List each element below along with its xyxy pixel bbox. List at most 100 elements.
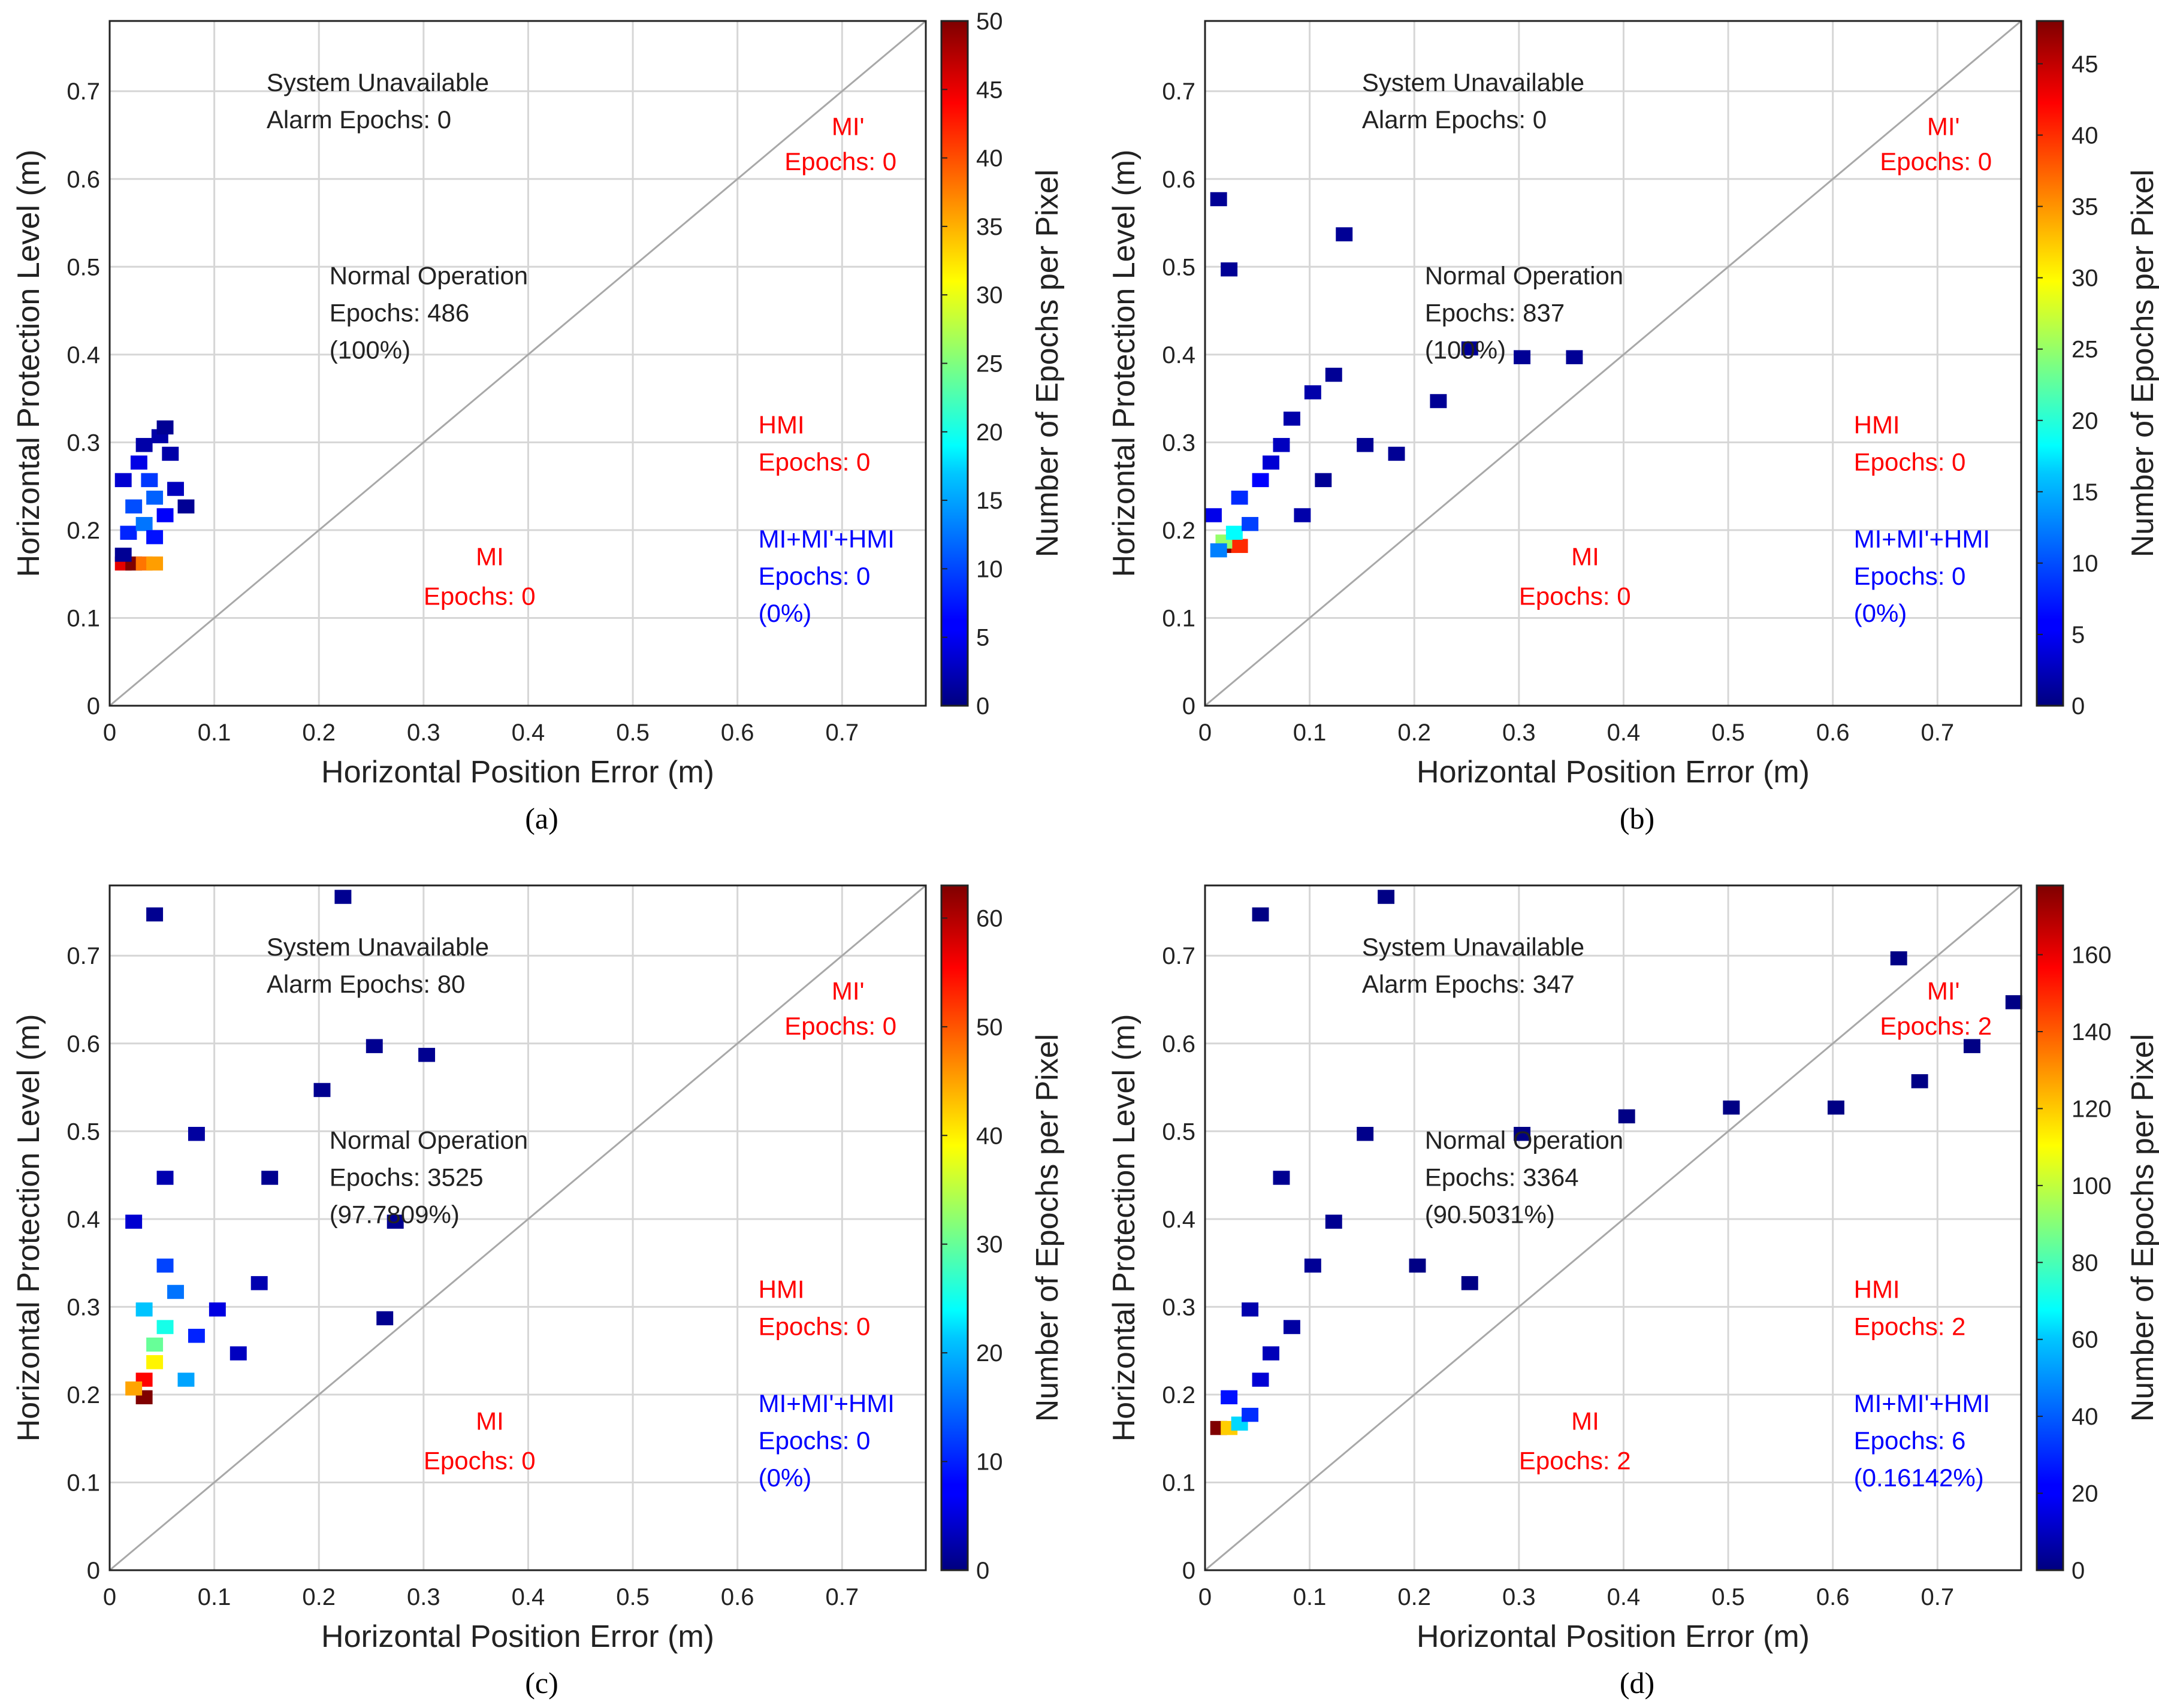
heatmap-cell bbox=[230, 1346, 247, 1361]
heatmap-cell bbox=[1514, 350, 1531, 364]
x-tick-label: 0.6 bbox=[721, 720, 754, 746]
colorbar-tick-label: 45 bbox=[976, 77, 1003, 103]
colorbar-tick-label: 30 bbox=[976, 282, 1003, 309]
y-axis-label: Horizontal Protection Level (m) bbox=[11, 1014, 46, 1442]
y-tick-label: 0.6 bbox=[67, 167, 100, 193]
heatmap-cell bbox=[135, 516, 153, 531]
x-tick-label: 0.7 bbox=[826, 720, 859, 746]
heatmap-cell bbox=[1514, 1126, 1531, 1141]
colorbar-tick-label: 15 bbox=[976, 488, 1003, 514]
heatmap-cell bbox=[156, 1320, 174, 1334]
heatmap-cell bbox=[167, 1284, 184, 1299]
y-tick-label: 0 bbox=[1182, 693, 1195, 720]
colorbar-tick-label: 40 bbox=[976, 1123, 1003, 1149]
y-tick-label: 0.3 bbox=[67, 430, 100, 456]
x-tick-label: 0.5 bbox=[1711, 720, 1745, 746]
region-mi-epochs: Epochs: 0 bbox=[1519, 582, 1631, 610]
region-hmi-epochs: Epochs: 0 bbox=[759, 1313, 871, 1341]
diagonal-line bbox=[109, 20, 926, 707]
x-tick-label: 0.1 bbox=[1293, 1584, 1327, 1610]
region-total-title: MI+MI'+HMI bbox=[1854, 1389, 1990, 1417]
heatmap-cell bbox=[1461, 341, 1478, 356]
y-tick-label: 0.4 bbox=[67, 1207, 100, 1233]
region-mi-title-title: MI bbox=[1571, 543, 1599, 571]
x-tick-label: 0.2 bbox=[1397, 1584, 1431, 1610]
x-tick-label: 0.7 bbox=[1921, 720, 1955, 746]
y-tick-label: 0.2 bbox=[67, 1382, 100, 1408]
diagonal-line bbox=[109, 884, 926, 1571]
heatmap-cell bbox=[1325, 1214, 1342, 1229]
heatmap-cell bbox=[386, 1214, 404, 1229]
x-tick-label: 0.3 bbox=[1502, 1584, 1536, 1610]
region-unavailable-epochs: Alarm Epochs: 347 bbox=[1362, 970, 1575, 998]
x-tick-label: 0.3 bbox=[407, 1584, 440, 1610]
region-total-title: MI+MI'+HMI bbox=[759, 1389, 895, 1417]
colorbar-tick-label: 15 bbox=[2072, 479, 2098, 506]
region-normal-title: Normal Operation bbox=[1425, 1126, 1623, 1154]
region-total-title: MI+MI'+HMI bbox=[1854, 525, 1990, 553]
colorbar-tick-label: 40 bbox=[2072, 1404, 2098, 1430]
x-axis-label: Horizontal Position Error (m) bbox=[1417, 755, 1810, 790]
x-tick-label: 0.7 bbox=[1921, 1584, 1955, 1610]
chart-panel-b: 0 0.1 0.2 0.3 0.4 0.5 0.6 0.7 0 0.1 0.2 0.3 0.4 0.5 0.… bbox=[1107, 20, 2159, 835]
colorbar-tick-label: 25 bbox=[976, 351, 1003, 377]
diagonal-line bbox=[1204, 20, 2022, 707]
heatmap-cell bbox=[209, 1302, 226, 1317]
x-tick-label: 0.4 bbox=[1607, 1584, 1641, 1610]
colorbar-tick-label: 0 bbox=[2072, 1558, 2085, 1584]
heatmap-cell bbox=[1242, 516, 1259, 531]
colorbar-label: Number of Epochs per Pixel bbox=[2125, 170, 2159, 557]
region-hmi-epochs: Epochs: 0 bbox=[1854, 448, 1966, 476]
heatmap-cell bbox=[1225, 525, 1243, 540]
region-mi-prime-epochs: Epochs: 0 bbox=[1880, 147, 1992, 176]
x-tick-label: 0.1 bbox=[1293, 720, 1327, 746]
heatmap-cell bbox=[1210, 543, 1227, 558]
y-tick-label: 0.3 bbox=[1162, 1294, 1195, 1320]
axes-box bbox=[108, 20, 927, 707]
heatmap-cell bbox=[146, 556, 164, 571]
heatmap-cell bbox=[1315, 473, 1332, 488]
y-tick-label: 0.5 bbox=[67, 254, 100, 280]
heatmap-cell bbox=[1273, 438, 1290, 452]
region-unavailable-epochs: Alarm Epochs: 80 bbox=[267, 970, 466, 998]
colorbar-tick-label: 30 bbox=[976, 1232, 1003, 1258]
heatmap-cell bbox=[366, 1039, 383, 1053]
heatmap-cell bbox=[1273, 1171, 1290, 1185]
heatmap-cell bbox=[177, 499, 195, 514]
heatmap-cell bbox=[1283, 1320, 1300, 1334]
colorbar-tick-label: 0 bbox=[976, 693, 989, 720]
x-tick-label: 0.4 bbox=[512, 720, 545, 746]
heatmap-cell bbox=[125, 499, 143, 514]
y-tick-label: 0.1 bbox=[67, 1470, 100, 1496]
heatmap-cell bbox=[1252, 1373, 1269, 1387]
heatmap-cell bbox=[135, 1302, 153, 1317]
region-total-pct: (0.16142%) bbox=[1854, 1464, 1984, 1492]
heatmap-cell bbox=[1357, 438, 1374, 452]
region-hmi-epochs: Epochs: 0 bbox=[759, 448, 871, 476]
x-tick-label: 0.5 bbox=[1711, 1584, 1745, 1610]
x-tick-label: 0.3 bbox=[407, 720, 440, 746]
y-tick-label: 0.1 bbox=[1162, 1470, 1195, 1496]
heatmap-cell bbox=[1357, 1126, 1374, 1141]
colorbar-tick-label: 10 bbox=[976, 1449, 1003, 1476]
colorbar-tick-label: 30 bbox=[2072, 265, 2098, 292]
heatmap-cell bbox=[418, 1048, 436, 1062]
heatmap-cell bbox=[1430, 394, 1447, 409]
heatmap-cell bbox=[1325, 367, 1342, 382]
x-tick-label: 0 bbox=[103, 720, 116, 746]
panel-caption: (d) bbox=[1620, 1666, 1654, 1700]
heatmap-cell bbox=[120, 525, 137, 540]
y-tick-label: 0 bbox=[87, 1558, 100, 1584]
heatmap-cell bbox=[1911, 1074, 1928, 1089]
colorbar-tick-label: 50 bbox=[976, 8, 1003, 35]
heatmap-cell bbox=[250, 1276, 268, 1290]
heatmap-cell bbox=[188, 1126, 205, 1141]
colorbar-label: Number of Epochs per Pixel bbox=[2125, 1034, 2159, 1422]
heatmap-cell bbox=[1210, 192, 1227, 207]
y-tick-label: 0.6 bbox=[1162, 1031, 1195, 1057]
region-normal-pct: (90.5031%) bbox=[1425, 1201, 1555, 1229]
region-mi-prime-title-title: MI' bbox=[1927, 113, 1960, 141]
heatmap-cell bbox=[1336, 227, 1353, 241]
y-tick-label: 0.7 bbox=[1162, 943, 1195, 969]
